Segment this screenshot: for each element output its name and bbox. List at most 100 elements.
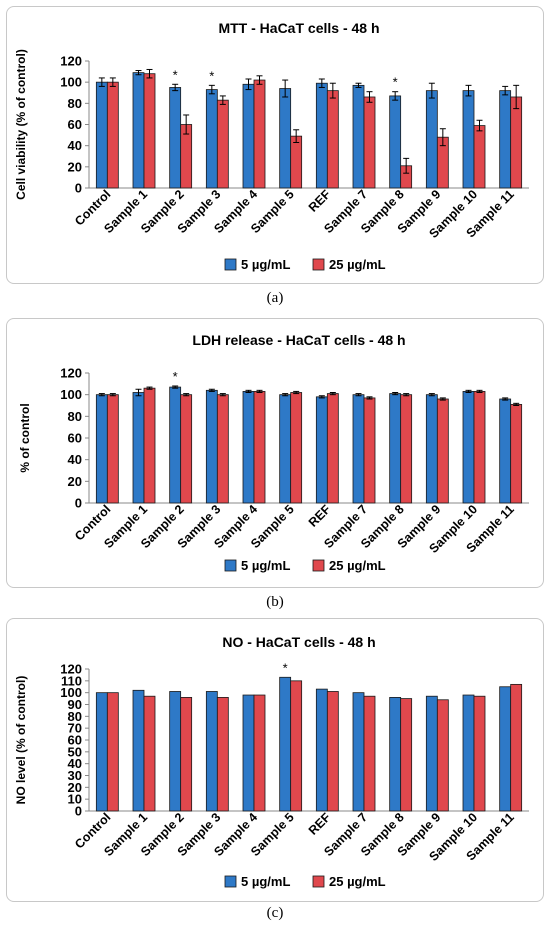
y-tick-label: 40 bbox=[68, 138, 82, 153]
bar bbox=[499, 90, 512, 189]
legend-swatch bbox=[224, 559, 237, 572]
chart-title: MTT - HaCaT cells - 48 h bbox=[218, 20, 379, 36]
y-axis-label: NO level (% of control) bbox=[14, 676, 28, 805]
chart-panel-c: NO - HaCaT cells - 48 h NO level (% of co… bbox=[6, 618, 544, 902]
bar bbox=[326, 393, 339, 504]
bar bbox=[205, 389, 218, 504]
bar bbox=[253, 79, 266, 189]
bar bbox=[216, 697, 229, 812]
y-tick-label: 0 bbox=[75, 181, 82, 196]
bar bbox=[205, 89, 218, 189]
bar bbox=[95, 394, 108, 504]
bar bbox=[169, 87, 182, 189]
y-tick-label: 20 bbox=[68, 474, 82, 489]
bar bbox=[279, 88, 292, 189]
legend-swatch bbox=[224, 258, 237, 271]
y-tick-label: 60 bbox=[68, 733, 82, 748]
bar bbox=[180, 697, 193, 812]
y-tick-label: 80 bbox=[68, 709, 82, 724]
significance-marker: * bbox=[283, 660, 288, 675]
bar bbox=[106, 692, 119, 812]
x-tick-label: REF bbox=[306, 502, 334, 530]
chart-panel-b: LDH release - HaCaT cells - 48 h % of con… bbox=[6, 318, 544, 588]
y-tick-label: 40 bbox=[68, 756, 82, 771]
bar bbox=[473, 695, 486, 812]
bar bbox=[143, 695, 156, 812]
bar bbox=[315, 396, 328, 504]
bar bbox=[216, 394, 229, 504]
bar bbox=[169, 386, 182, 504]
bar bbox=[279, 676, 292, 812]
y-tick-label: 30 bbox=[68, 768, 82, 783]
y-axis-label: % of control bbox=[18, 403, 32, 472]
bar bbox=[400, 394, 413, 504]
x-tick-label: REF bbox=[306, 810, 334, 838]
y-tick-label: 80 bbox=[68, 96, 82, 111]
bar bbox=[315, 688, 328, 812]
chart-b: LDH release - HaCaT cells - 48 h % of con… bbox=[18, 332, 529, 573]
significance-marker: * bbox=[173, 67, 178, 82]
bar bbox=[510, 404, 523, 504]
bar bbox=[106, 394, 119, 504]
bar bbox=[326, 691, 339, 812]
bar bbox=[436, 699, 449, 812]
y-tick-label: 90 bbox=[68, 697, 82, 712]
bar bbox=[279, 394, 292, 504]
y-tick-label: 20 bbox=[68, 780, 82, 795]
bar bbox=[389, 393, 402, 504]
legend-swatch bbox=[312, 875, 325, 888]
bar bbox=[352, 692, 365, 812]
x-tick-label: REF bbox=[306, 187, 334, 215]
bar bbox=[425, 90, 438, 189]
bar bbox=[462, 694, 475, 812]
y-tick-label: 10 bbox=[68, 792, 82, 807]
legend-label: 25 µg/mL bbox=[329, 257, 386, 272]
bar bbox=[473, 125, 486, 189]
bar bbox=[352, 394, 365, 504]
bar bbox=[473, 391, 486, 504]
legend-swatch bbox=[312, 559, 325, 572]
y-tick-label: 120 bbox=[60, 662, 82, 677]
y-tick-label: 60 bbox=[68, 431, 82, 446]
bar bbox=[363, 695, 376, 812]
legend-label: 5 µg/mL bbox=[241, 257, 290, 272]
y-tick-label: 110 bbox=[61, 673, 82, 688]
caption-a: (a) bbox=[266, 290, 284, 306]
bar bbox=[363, 397, 376, 504]
chart-title: NO - HaCaT cells - 48 h bbox=[222, 634, 375, 650]
legend-label: 25 µg/mL bbox=[329, 558, 386, 573]
legend-label: 5 µg/mL bbox=[241, 874, 290, 889]
bar bbox=[425, 394, 438, 504]
y-tick-label: 50 bbox=[68, 744, 82, 759]
bar bbox=[510, 96, 523, 189]
bar bbox=[253, 694, 266, 812]
y-tick-label: 120 bbox=[60, 54, 82, 69]
bar bbox=[132, 689, 145, 812]
bar bbox=[216, 99, 229, 189]
bar bbox=[462, 90, 475, 189]
bar bbox=[132, 72, 145, 189]
y-axis-label: Cell viability (% of control) bbox=[14, 49, 28, 200]
bar bbox=[180, 394, 193, 504]
bar bbox=[436, 398, 449, 504]
legend-swatch bbox=[312, 258, 325, 271]
bar bbox=[95, 692, 108, 812]
y-tick-label: 20 bbox=[68, 159, 82, 174]
significance-marker: * bbox=[209, 68, 214, 83]
bar bbox=[400, 698, 413, 812]
bar bbox=[242, 694, 255, 812]
bar bbox=[242, 83, 255, 189]
y-tick-label: 40 bbox=[68, 452, 82, 467]
bar bbox=[425, 695, 438, 812]
y-tick-label: 100 bbox=[60, 75, 82, 90]
bar bbox=[95, 81, 108, 189]
bar bbox=[363, 96, 376, 189]
y-tick-label: 0 bbox=[75, 496, 82, 511]
significance-marker: * bbox=[173, 369, 178, 384]
y-tick-label: 120 bbox=[60, 366, 82, 381]
bar bbox=[290, 135, 303, 189]
chart-title: LDH release - HaCaT cells - 48 h bbox=[192, 332, 405, 348]
chart-a: MTT - HaCaT cells - 48 h Cell viability (… bbox=[14, 20, 529, 272]
caption-b: (b) bbox=[266, 594, 284, 610]
bar bbox=[143, 73, 156, 189]
